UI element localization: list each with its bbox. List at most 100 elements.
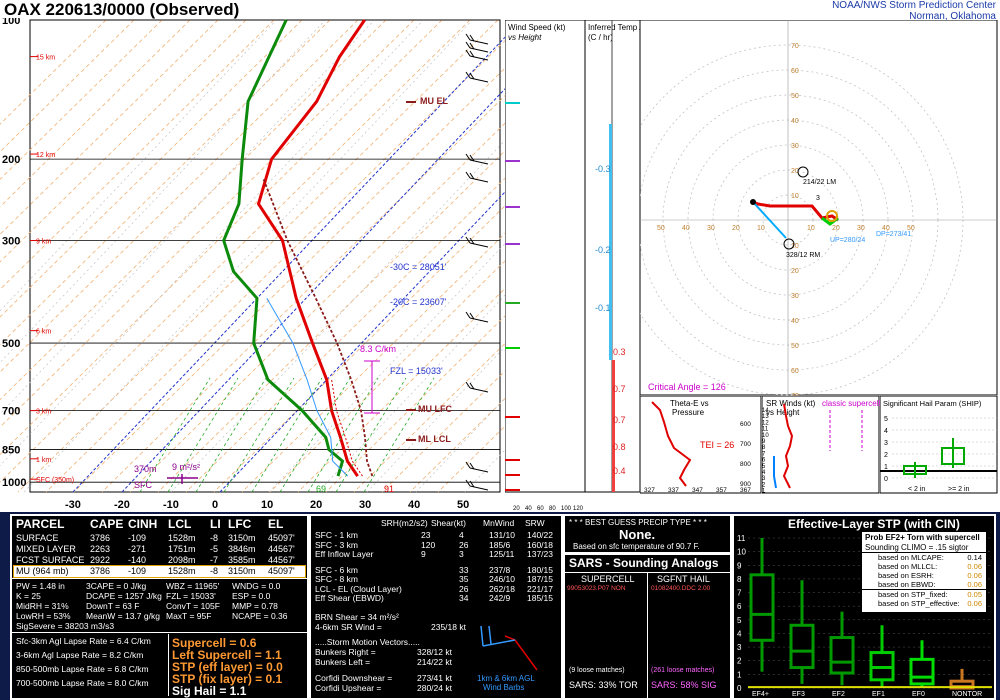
parcel-divider xyxy=(12,578,307,579)
kinematics-box: SRH(m2/s2) Shear(kt) MnWind SRW SFC - 1 km 23… xyxy=(309,514,563,700)
wind-barb-flag xyxy=(465,311,471,319)
precip-note: Based on sfc temperature of 90.7 F. xyxy=(573,542,700,551)
sr-winds-tick: 6 xyxy=(762,458,766,464)
temp-tick-label: 0 xyxy=(212,499,218,511)
hodograph-y-tick: 60 xyxy=(791,368,799,375)
wind-barb xyxy=(469,242,489,248)
skew-t-annotation: 8.3 C/km xyxy=(360,344,396,354)
sars-hail-count: (261 loose matches) xyxy=(651,667,715,674)
kin-cell: Eff Inflow Layer xyxy=(315,549,374,559)
pressure-tick-label: 850 xyxy=(2,445,20,457)
dry-adiabat xyxy=(0,19,219,235)
sars-sup-match: 99053023.P07 NON xyxy=(567,585,626,592)
lapse-rate: 850-500mb Lapse Rate = 6.8 C/km xyxy=(16,664,149,674)
hodograph-lm-marker xyxy=(797,166,809,178)
height-label: 3 km xyxy=(36,409,51,416)
hodograph-point xyxy=(750,199,756,205)
stp-y-tick: 11 xyxy=(737,534,746,543)
wind-barb-flag xyxy=(465,381,471,389)
wind-speed-marks xyxy=(505,102,520,491)
hodograph-y-tick: 30 xyxy=(791,293,799,300)
wind-barb-flag xyxy=(465,49,471,57)
wind-barb xyxy=(469,47,489,53)
profile-lines xyxy=(139,19,435,493)
barb-1km-flag xyxy=(488,625,492,645)
axis-labels: 100 200 300 500 700 850 1000 -30 -20 -10 0 10 20 30 40… xyxy=(2,18,469,511)
sr-winds-low-profile xyxy=(773,456,777,489)
stp-prob-row: based on STP_fixed: 0.05 xyxy=(862,589,986,599)
index-cell: WNDG = 0.0 xyxy=(232,581,281,591)
skew-t-annotation: -20C = 23607' xyxy=(390,297,447,307)
parcel-cell: 3786 xyxy=(90,533,111,543)
theta-e-p-tick: 900 xyxy=(740,481,751,488)
sr-winds-tick: 7 xyxy=(762,451,766,457)
hodograph-x-tick: 50 xyxy=(657,225,665,232)
sr-winds-classic: classic supercell xyxy=(822,399,880,408)
ship-x1: < 2 in xyxy=(908,486,925,493)
height-labels: 15 km 12 km 9 km 6 km 3 km 1 km SFC (350m) xyxy=(30,55,74,484)
kin-cell: 187/15 xyxy=(527,574,553,584)
index-cell: WBZ = 11965' xyxy=(166,581,220,591)
parcel-cell: 1528m xyxy=(168,533,196,543)
mixing-ratio-line xyxy=(251,377,323,493)
stp-legend: Prob EF2+ Torn with supercell Sounding C… xyxy=(862,532,986,612)
parcel-cell: 2263 xyxy=(90,544,111,554)
stp-prob-value: 0.06 xyxy=(967,599,982,608)
parcel-cell: 44567' xyxy=(268,544,295,554)
sr-winds-frame xyxy=(762,396,880,494)
kin-cell: 26 xyxy=(459,583,469,594)
parcel-cell: 45097' xyxy=(268,566,295,576)
composite-index: STP (fix layer) = 0.1 xyxy=(172,672,283,686)
wind-speed-tick: 120 xyxy=(573,506,584,512)
kin-header: Shear(kt) xyxy=(431,518,466,528)
sr-winds-tick: 10 xyxy=(762,433,769,439)
parcel-header: CINH xyxy=(128,517,158,531)
temp-adv-value: 0.8 xyxy=(613,442,626,452)
sr-winds-tick: 3 xyxy=(762,476,766,482)
index-cell: MMP = 0.78 xyxy=(232,601,278,611)
isotherm-minus30 xyxy=(72,31,510,493)
stp-category: EF3 xyxy=(792,691,805,698)
wind-barb xyxy=(469,39,489,45)
sars-col2: SGFNT HAIL xyxy=(657,574,710,584)
hodograph-x-tick: 30 xyxy=(707,225,715,232)
ship-tick: 2 xyxy=(884,452,888,459)
height-label: 12 km xyxy=(36,152,55,159)
temp-tick-label: 20 xyxy=(310,499,322,511)
stp-prob-value: 0.06 xyxy=(967,571,982,580)
wind-speed-ticks: 20 40 60 80 100 120 xyxy=(513,506,584,512)
index-cell: LowRH = 53% xyxy=(16,611,71,621)
index-cell: NCAPE = 0.36 xyxy=(232,611,288,621)
stp-probs: based on MLCAPE: 0.14 based on MLLCL: 0.06 b… xyxy=(862,553,986,608)
stp-box: Effective-Layer STP (with CIN) 11 10 9 8 7 6 5… xyxy=(732,514,996,700)
theta-e-p-tick: 800 xyxy=(740,461,751,468)
dry-adiabat xyxy=(381,365,510,493)
wind-barb-flag xyxy=(465,461,471,469)
hodograph-y-tick: 70 xyxy=(791,393,799,396)
dry-adiabat xyxy=(157,145,510,493)
temp-adv-value: 0.3 xyxy=(613,347,626,357)
height-label: 9 km xyxy=(36,239,51,246)
sr-winds-tick: 2 xyxy=(762,482,766,488)
motion-label: Corfidi Upshear = xyxy=(315,683,382,693)
dry-adiabat xyxy=(213,200,510,493)
dry-adiabat xyxy=(129,117,510,493)
stp-box xyxy=(829,636,855,675)
kin-cell: 9 xyxy=(421,549,426,559)
kin-cell: SFC - 8 km xyxy=(315,574,358,584)
hodograph-label: 3 xyxy=(816,195,820,202)
motion-label: Bunkers Right = xyxy=(315,647,376,657)
mixing-ratio-line xyxy=(167,377,239,493)
wind-barb-flag xyxy=(465,479,471,487)
isotherm xyxy=(268,237,510,493)
stp-prob-label: based on STP_fixed: xyxy=(878,590,948,599)
temp-tick-label: -30 xyxy=(65,499,81,511)
parcel-header: LI xyxy=(210,517,221,531)
temp-adv-value: 0.7 xyxy=(613,384,626,394)
wind-speed-frame xyxy=(505,20,585,493)
sr-wind-label: 4-6km SR Wind = xyxy=(315,622,382,632)
skew-t-annotation: FZL = 15033' xyxy=(390,366,443,376)
hodograph-label: Critical Angle = 126 xyxy=(648,382,726,392)
temp-adv-value: -0.1 xyxy=(595,303,611,313)
